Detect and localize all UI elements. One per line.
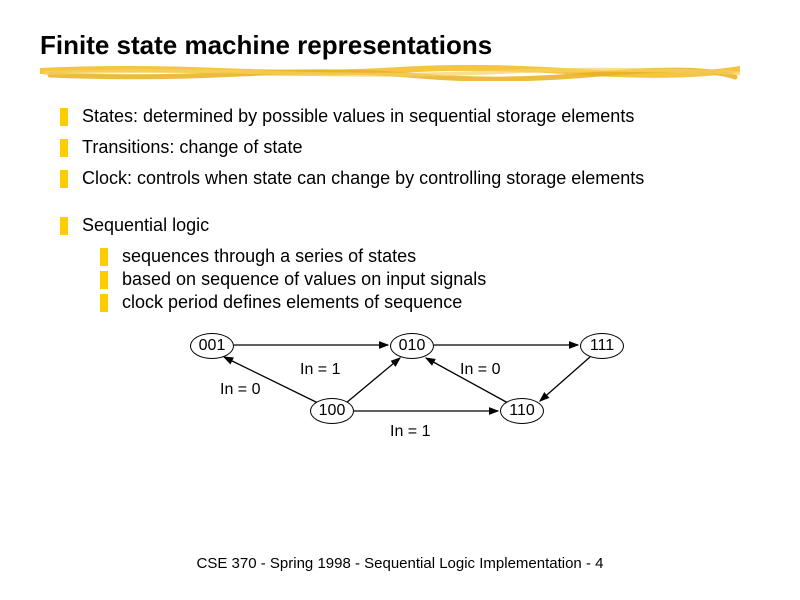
edge-label: In = 1 [300,361,340,379]
bullet-text: Clock: controls when state can change by… [82,168,644,189]
bullet-item: based on sequence of values on input sig… [100,269,740,290]
title-underline [40,65,740,81]
state-node: 111 [580,333,624,359]
bullet-icon [60,170,68,188]
state-diagram: 001 010 111 100 110 In = 1 In = 0 In = 0… [150,323,650,453]
state-label: 111 [590,337,614,355]
footer-text: CSE 370 - Spring 1998 - Sequential Logic… [0,555,800,572]
state-node: 001 [190,333,234,359]
bullet-item: Transitions: change of state [60,137,740,158]
bullet-item: sequences through a series of states [100,246,740,267]
bullet-item: States: determined by possible values in… [60,106,740,127]
bullet-icon [60,139,68,157]
bullet-text: sequences through a series of states [122,246,416,267]
state-label: 100 [319,402,346,420]
state-node: 100 [310,398,354,424]
bullet-item: clock period defines elements of sequenc… [100,292,740,313]
bullet-icon [100,294,108,312]
edge-label: In = 0 [220,381,260,399]
state-label: 010 [399,337,426,355]
state-node: 110 [500,398,544,424]
bullet-text: States: determined by possible values in… [82,106,634,127]
sub-list: sequences through a series of states bas… [100,246,740,313]
bullet-text: Sequential logic [82,215,209,236]
bullet-icon [100,271,108,289]
state-label: 110 [509,402,535,420]
bullet-text: clock period defines elements of sequenc… [122,292,462,313]
content-area: States: determined by possible values in… [0,86,800,453]
bullet-icon [60,108,68,126]
state-node: 010 [390,333,434,359]
bullet-icon [60,217,68,235]
edge-label: In = 0 [460,361,500,379]
bullet-item: Clock: controls when state can change by… [60,168,740,189]
bullet-text: based on sequence of values on input sig… [122,269,486,290]
bullet-text: Transitions: change of state [82,137,302,158]
bullet-item: Sequential logic [60,215,740,236]
bullet-icon [100,248,108,266]
state-label: 001 [199,337,226,355]
page-title: Finite state machine representations [40,30,760,61]
edge-label: In = 1 [390,423,430,441]
